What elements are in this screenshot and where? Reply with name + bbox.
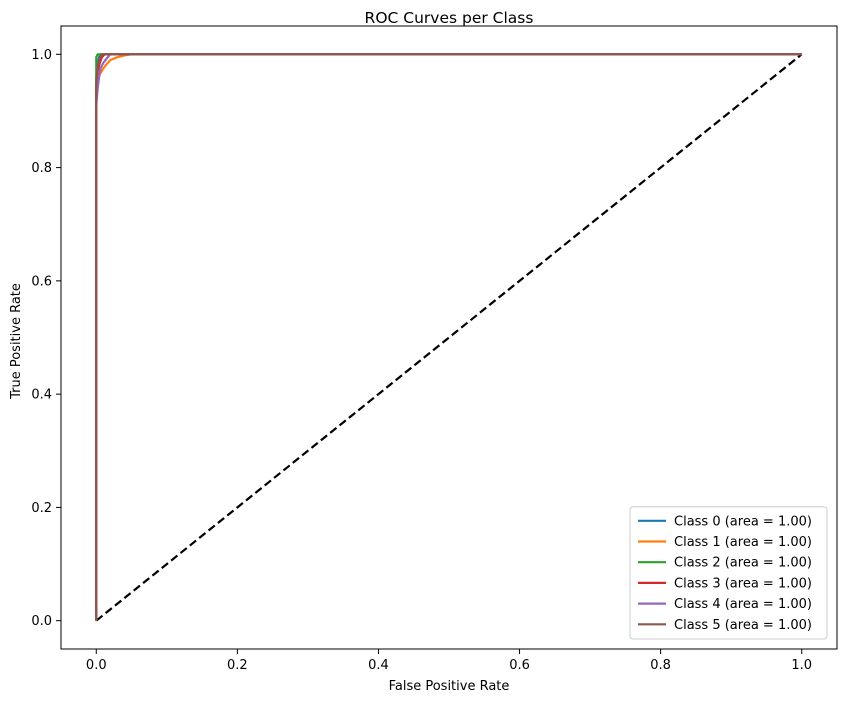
legend-label: Class 4 (area = 1.00) <box>674 597 812 612</box>
legend-box <box>629 506 828 640</box>
legend-label: Class 1 (area = 1.00) <box>674 535 812 550</box>
legend: Class 0 (area = 1.00) Class 1 (area = 1.0… <box>629 506 828 640</box>
y-axis-title: True Positive Rate <box>9 283 24 400</box>
x-axis-title: False Positive Rate <box>389 679 510 694</box>
x-tick-label: 0.4 <box>368 658 389 673</box>
y-tick-label: 1.0 <box>31 48 52 63</box>
legend-label: Class 3 (area = 1.00) <box>674 576 812 591</box>
x-tick-label: 0.8 <box>650 658 671 673</box>
x-tick-label: 0.6 <box>509 658 530 673</box>
y-tick-label: 0.0 <box>31 614 52 629</box>
x-axis: 0.0 0.2 0.4 0.6 0.8 1.0 <box>86 649 812 673</box>
legend-label: Class 5 (area = 1.00) <box>674 618 812 633</box>
x-tick-label: 0.0 <box>86 658 107 673</box>
plot-area <box>95 53 803 622</box>
legend-label: Class 2 (area = 1.00) <box>674 556 812 571</box>
y-axis: 0.0 0.2 0.4 0.6 0.8 1.0 <box>31 48 61 629</box>
y-tick-label: 0.6 <box>31 274 52 289</box>
y-tick-label: 0.4 <box>31 388 52 403</box>
axes-frame <box>60 25 838 650</box>
x-tick-label: 1.0 <box>791 658 812 673</box>
legend-label: Class 0 (area = 1.00) <box>674 514 812 529</box>
series-line-class-5 <box>95 53 802 621</box>
y-tick-label: 0.2 <box>31 501 52 516</box>
reference-diagonal-line <box>95 53 803 622</box>
x-tick-label: 0.2 <box>227 658 248 673</box>
y-tick-label: 0.8 <box>31 161 52 176</box>
chart-title: ROC Curves per Class <box>365 9 534 27</box>
